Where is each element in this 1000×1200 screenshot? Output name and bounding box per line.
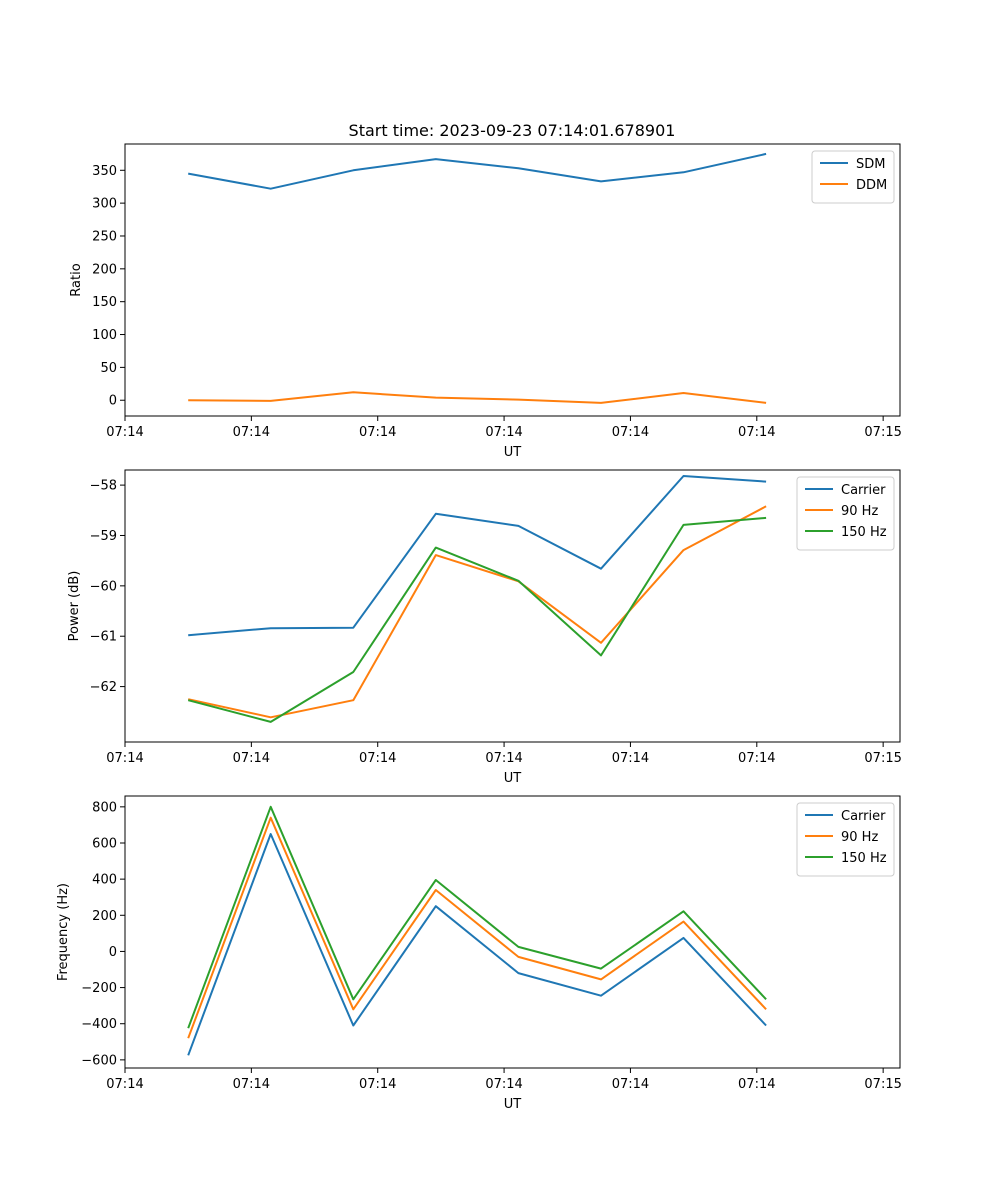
y-axis-label: Power (dB) (67, 571, 82, 642)
series-line-sdm (188, 152, 767, 190)
x-tick-label: 07:15 (864, 1077, 901, 1092)
y-tick-label: 200 (92, 262, 117, 277)
x-axis-label: UT (504, 445, 522, 460)
legend-label: 150 Hz (841, 851, 887, 866)
series-line-carrier (187, 833, 767, 1056)
y-tick-label: 0 (109, 945, 117, 960)
y-tick-label: 800 (92, 800, 117, 815)
x-tick-label: 07:14 (233, 425, 270, 440)
legend-label: Carrier (841, 483, 886, 498)
x-tick-label: 07:14 (738, 425, 775, 440)
y-tick-label: 400 (92, 873, 117, 888)
y-tick-label: 200 (92, 909, 117, 924)
x-tick-label: 07:14 (106, 425, 143, 440)
axes-frame (124, 143, 901, 417)
x-tick-label: 07:14 (612, 751, 649, 766)
legend-label: 90 Hz (841, 830, 878, 845)
legend-label: SDM (856, 157, 885, 172)
y-tick-label: −200 (81, 981, 117, 996)
x-axis-label: UT (504, 771, 522, 786)
y-tick-label: 150 (92, 295, 117, 310)
y-tick-label: −60 (90, 579, 117, 594)
legend-label: DDM (856, 178, 887, 193)
x-tick-label: 07:14 (106, 751, 143, 766)
x-tick-label: 07:14 (359, 1077, 396, 1092)
series-line-90-hz (187, 816, 767, 1039)
frequency-chart: 07:14 07:14 07:14 07:14 07:14 07:14 07:15 −600 −… (56, 795, 902, 1112)
power-chart: 07:14 07:14 07:14 07:14 07:14 07:14 07:15 −62 −6… (67, 469, 902, 786)
y-tick-label: 250 (92, 229, 117, 244)
axes-frame (124, 795, 901, 1069)
x-tick-label: 07:14 (738, 1077, 775, 1092)
y-tick-label: 0 (109, 394, 117, 409)
legend: Carrier 90 Hz 150 Hz (796, 802, 895, 877)
x-tick-label: 07:14 (612, 1077, 649, 1092)
x-tick-label: 07:14 (106, 1077, 143, 1092)
x-tick-label: 07:14 (738, 751, 775, 766)
x-tick-label: 07:14 (485, 1077, 522, 1092)
x-tick-label: 07:15 (864, 425, 901, 440)
legend-label: 150 Hz (841, 525, 887, 540)
y-axis-label: Frequency (Hz) (56, 883, 71, 981)
y-tick-label: 300 (92, 197, 117, 212)
legend: SDM DDM (811, 150, 895, 204)
x-tick-label: 07:14 (359, 425, 396, 440)
y-tick-label: 600 (92, 836, 117, 851)
y-tick-label: −59 (90, 529, 117, 544)
y-tick-label: −600 (81, 1053, 117, 1068)
x-axis-label: UT (504, 1097, 522, 1112)
axes-frame (124, 469, 901, 743)
series-line-carrier (188, 475, 767, 637)
y-tick-label: −58 (90, 479, 117, 494)
x-tick-label: 07:14 (485, 425, 522, 440)
legend-label: 90 Hz (841, 504, 878, 519)
y-tick-label: 350 (92, 164, 117, 179)
series-line-ddm (188, 391, 767, 404)
x-tick-label: 07:14 (612, 425, 649, 440)
x-tick-label: 07:14 (233, 751, 270, 766)
x-tick-label: 07:15 (864, 751, 901, 766)
y-tick-label: −400 (81, 1017, 117, 1032)
legend: Carrier 90 Hz 150 Hz (796, 476, 895, 551)
series-line-150-hz (187, 516, 767, 723)
ratio-chart: 07:14 07:14 07:14 07:14 07:14 07:14 07:15 0 50 10… (69, 143, 902, 460)
x-tick-label: 07:14 (485, 751, 522, 766)
y-tick-label: 100 (92, 328, 117, 343)
y-axis-label: Ratio (69, 263, 84, 296)
x-tick-label: 07:14 (359, 751, 396, 766)
chart-panels: 07:14 07:14 07:14 07:14 07:14 07:14 07:15 0 50 10… (56, 143, 902, 1112)
y-tick-label: 50 (100, 361, 117, 376)
y-tick-label: −61 (90, 630, 117, 645)
legend-label: Carrier (841, 809, 886, 824)
series-line-150-hz (187, 805, 767, 1029)
y-tick-label: −62 (90, 680, 117, 695)
figure-title: Start time: 2023-09-23 07:14:01.678901 (349, 121, 676, 140)
x-tick-label: 07:14 (233, 1077, 270, 1092)
